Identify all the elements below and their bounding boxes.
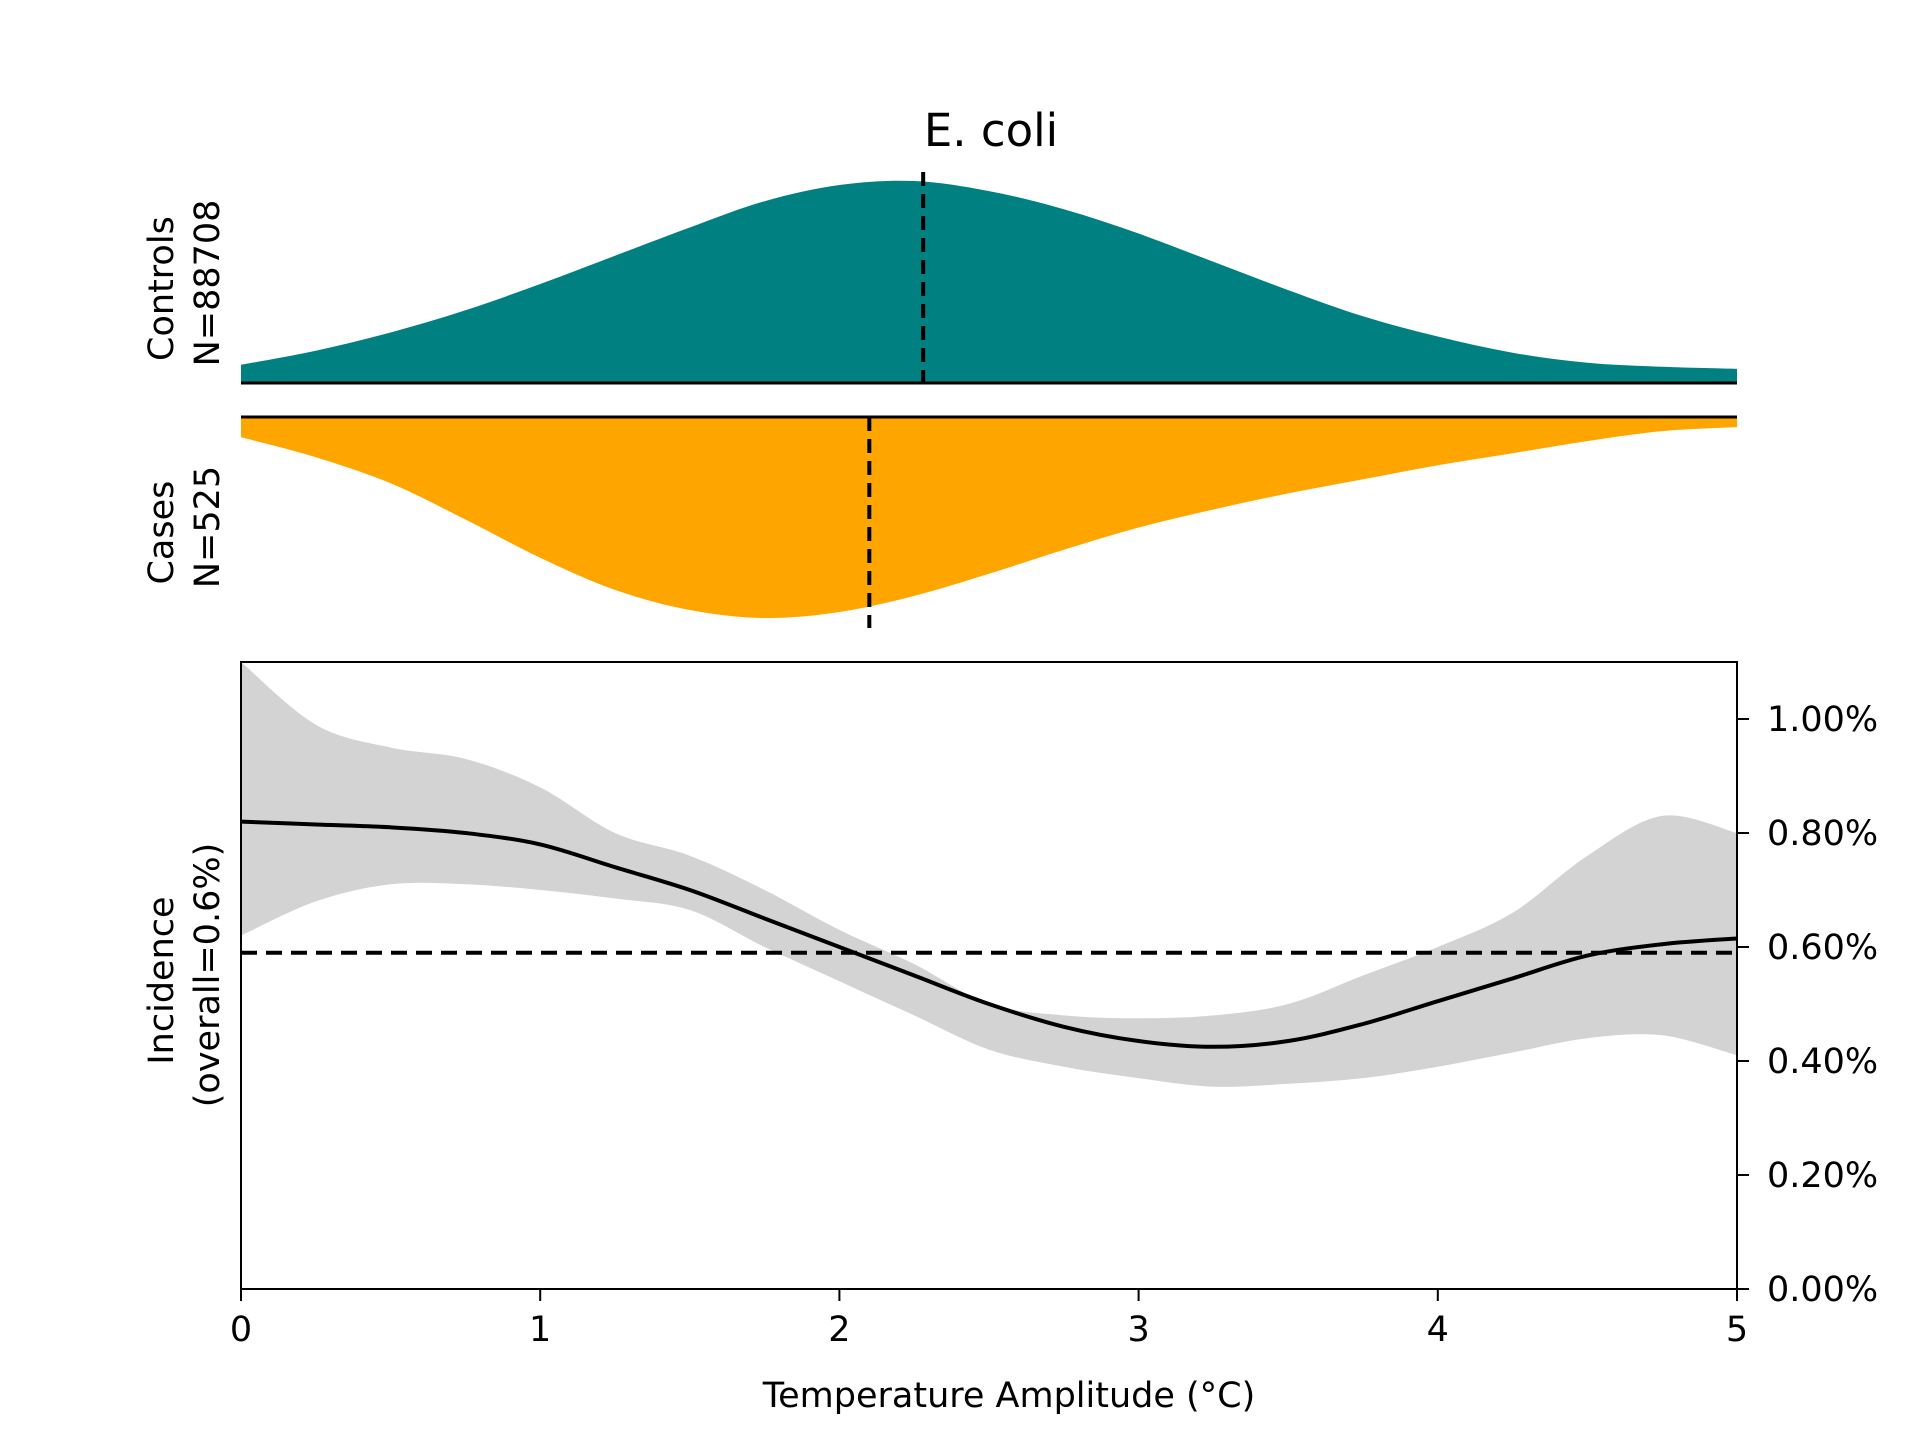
controls-panel: Controls N=88708: [142, 172, 1737, 385]
x-tick-label: 3: [1127, 1310, 1149, 1350]
controls-density-area: [241, 180, 1737, 383]
cases-label-line2: N=525: [188, 466, 228, 588]
confidence-band: [241, 662, 1737, 1087]
y-tick-label: 1.00%: [1767, 700, 1878, 740]
y-tick-label: 0.60%: [1767, 928, 1878, 968]
y-axis-right: 0.00% 0.20% 0.40% 0.60% 0.80% 1.00%: [1737, 700, 1878, 1310]
controls-label: Controls N=88708: [142, 200, 228, 367]
x-tick-label: 1: [529, 1310, 551, 1350]
cases-label-line1: Cases: [142, 481, 182, 585]
x-tick-label: 4: [1427, 1310, 1449, 1350]
x-axis-label: Temperature Amplitude (°C): [762, 1376, 1256, 1416]
chart-title: E. coli: [924, 104, 1058, 157]
y-axis-label: Incidence (overall=0.6%): [142, 843, 228, 1108]
controls-label-line1: Controls: [142, 216, 182, 361]
y-axis-label-line2: (overall=0.6%): [188, 843, 228, 1108]
x-tick-label: 5: [1726, 1310, 1748, 1350]
cases-panel: Cases N=525: [142, 415, 1737, 628]
incidence-panel: 0.00% 0.20% 0.40% 0.60% 0.80% 1.00% 0 1 2 3 4 5 Te…: [142, 661, 1878, 1416]
x-tick-label: 2: [828, 1310, 850, 1350]
x-axis: 0 1 2 3 4 5: [230, 1289, 1748, 1350]
x-tick-label: 0: [230, 1310, 252, 1350]
controls-label-line2: N=88708: [188, 200, 228, 367]
cases-label: Cases N=525: [142, 466, 228, 588]
plot-frame: [240, 661, 1738, 1290]
y-tick-label: 0.40%: [1767, 1042, 1878, 1082]
y-tick-label: 0.20%: [1767, 1156, 1878, 1196]
y-tick-label: 0.80%: [1767, 814, 1878, 854]
incidence-line: [240, 819, 1738, 1049]
cases-density-area: [241, 417, 1737, 619]
y-tick-label: 0.00%: [1767, 1270, 1878, 1310]
y-axis-label-line1: Incidence: [142, 896, 182, 1064]
